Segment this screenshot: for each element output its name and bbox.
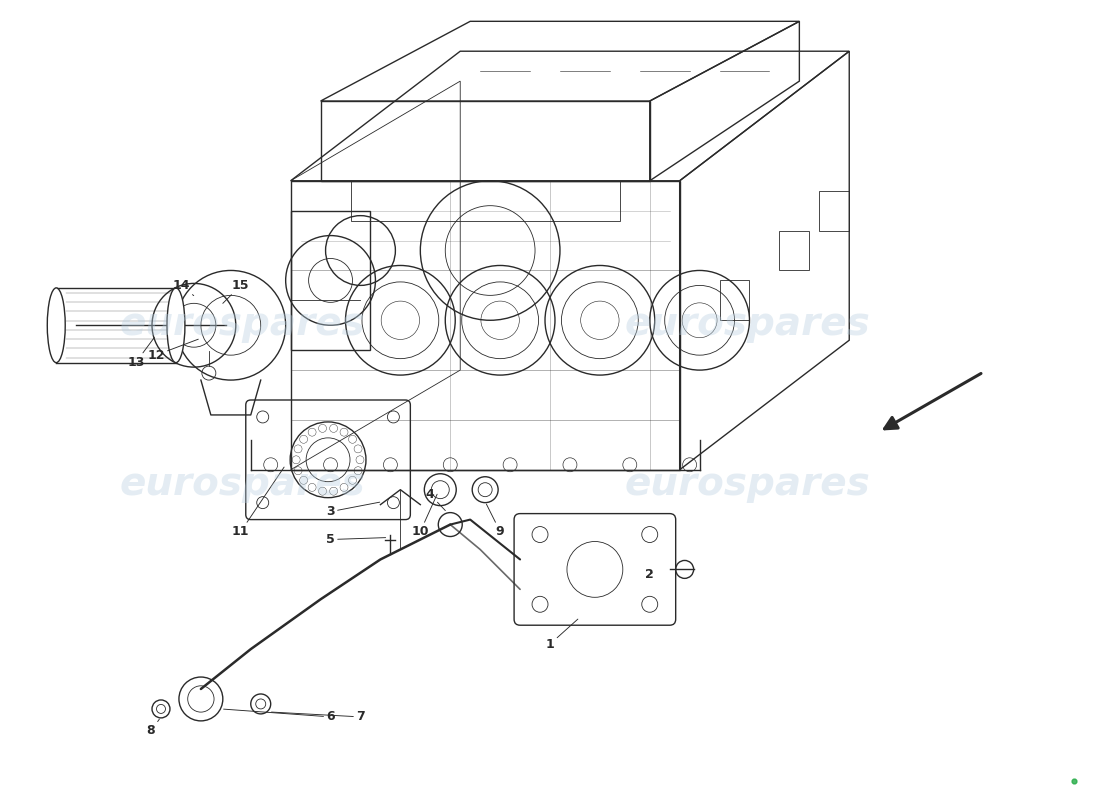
Text: eurospares: eurospares (625, 465, 870, 502)
Bar (290, 210, 371, 350)
Text: 9: 9 (486, 504, 505, 538)
Text: 8: 8 (146, 719, 160, 738)
Text: 4: 4 (426, 488, 446, 510)
Text: eurospares: eurospares (120, 306, 365, 343)
Ellipse shape (47, 288, 65, 362)
Text: 11: 11 (232, 467, 284, 538)
Text: 3: 3 (327, 502, 380, 518)
Bar (820, 190, 849, 230)
Text: 6: 6 (223, 709, 334, 723)
Text: eurospares: eurospares (625, 306, 870, 343)
Text: 12: 12 (147, 339, 198, 362)
Text: 15: 15 (223, 279, 250, 303)
Text: 14: 14 (173, 279, 194, 296)
Text: 5: 5 (327, 533, 386, 546)
Text: 7: 7 (272, 710, 365, 723)
Text: eurospares: eurospares (120, 465, 365, 502)
Text: 13: 13 (128, 338, 154, 369)
Text: 10: 10 (411, 494, 437, 538)
Bar (780, 230, 810, 270)
Text: 2: 2 (646, 568, 654, 581)
Bar (719, 281, 749, 320)
Ellipse shape (167, 288, 185, 362)
Text: 1: 1 (546, 619, 578, 650)
